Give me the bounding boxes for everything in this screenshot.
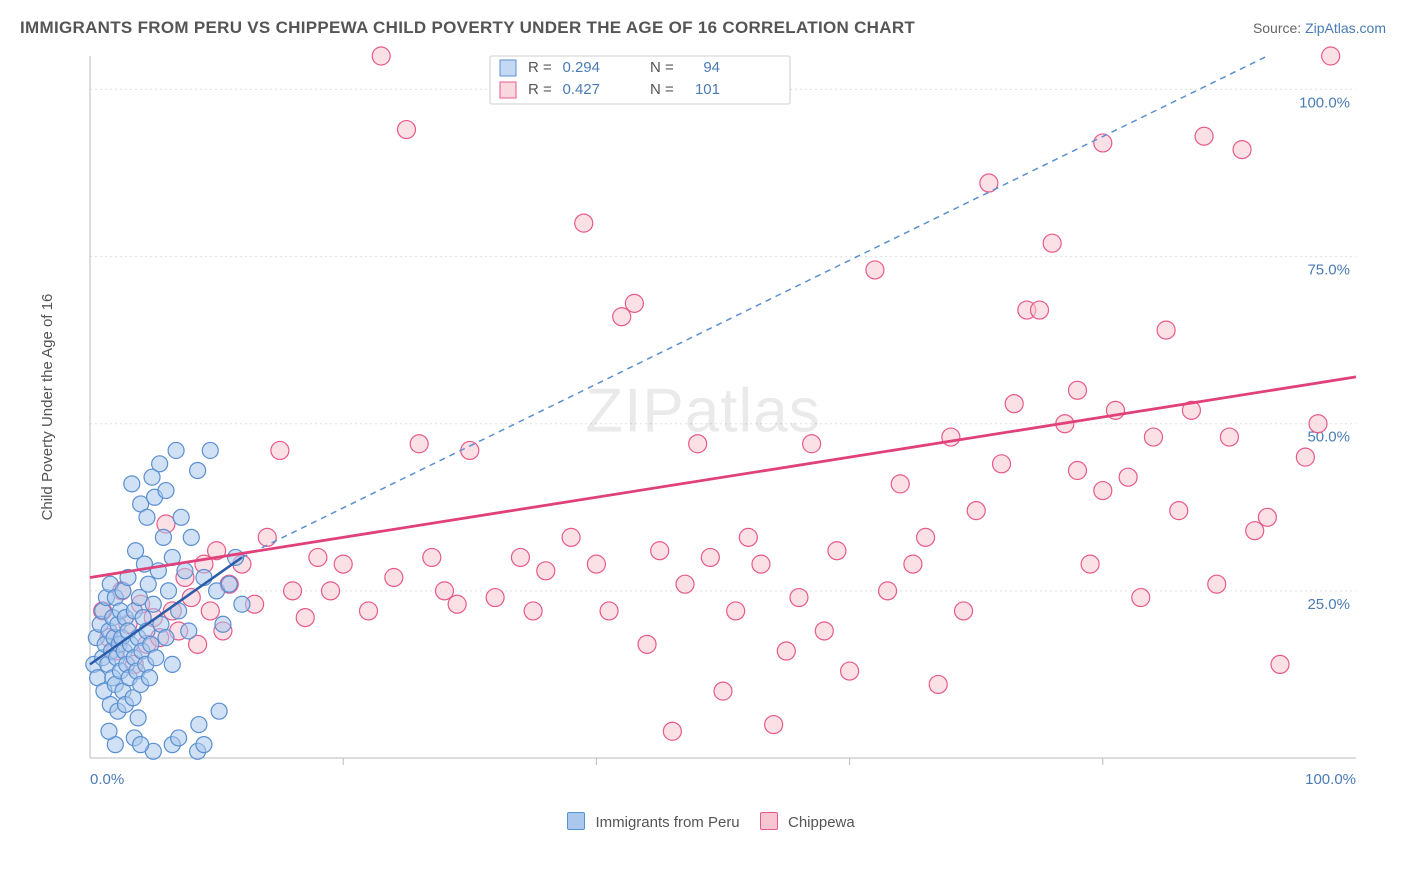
svg-text:25.0%: 25.0%	[1307, 596, 1350, 613]
chart-title: IMMIGRANTS FROM PERU VS CHIPPEWA CHILD P…	[20, 18, 915, 38]
svg-text:75.0%: 75.0%	[1307, 262, 1350, 279]
source-attribution: Source: ZipAtlas.com	[1253, 20, 1386, 36]
svg-text:0.294: 0.294	[562, 59, 600, 76]
svg-text:0.0%: 0.0%	[90, 771, 124, 788]
bottom-legend: Immigrants from Peru Chippewa	[0, 806, 1406, 831]
svg-text:94: 94	[703, 59, 720, 76]
legend-swatch-peru	[567, 812, 585, 830]
svg-text:N =: N =	[650, 81, 674, 98]
source-label: Source:	[1253, 20, 1305, 36]
chart-container: 25.0%50.0%75.0%100.0%0.0%100.0%Child Pov…	[20, 46, 1386, 806]
legend-swatch-chippewa	[760, 812, 778, 830]
svg-text:100.0%: 100.0%	[1299, 94, 1350, 111]
svg-text:R =: R =	[528, 81, 552, 98]
svg-text:N =: N =	[650, 59, 674, 76]
svg-text:101: 101	[695, 81, 720, 98]
svg-text:R =: R =	[528, 59, 552, 76]
svg-text:Child Poverty Under the Age of: Child Poverty Under the Age of 16	[39, 294, 56, 521]
legend-label-peru: Immigrants from Peru	[595, 814, 739, 831]
source-link[interactable]: ZipAtlas.com	[1305, 20, 1386, 36]
legend-label-chippewa: Chippewa	[788, 814, 855, 831]
svg-text:0.427: 0.427	[562, 81, 600, 98]
scatter-chart: 25.0%50.0%75.0%100.0%0.0%100.0%Child Pov…	[20, 46, 1386, 806]
svg-text:100.0%: 100.0%	[1305, 771, 1356, 788]
